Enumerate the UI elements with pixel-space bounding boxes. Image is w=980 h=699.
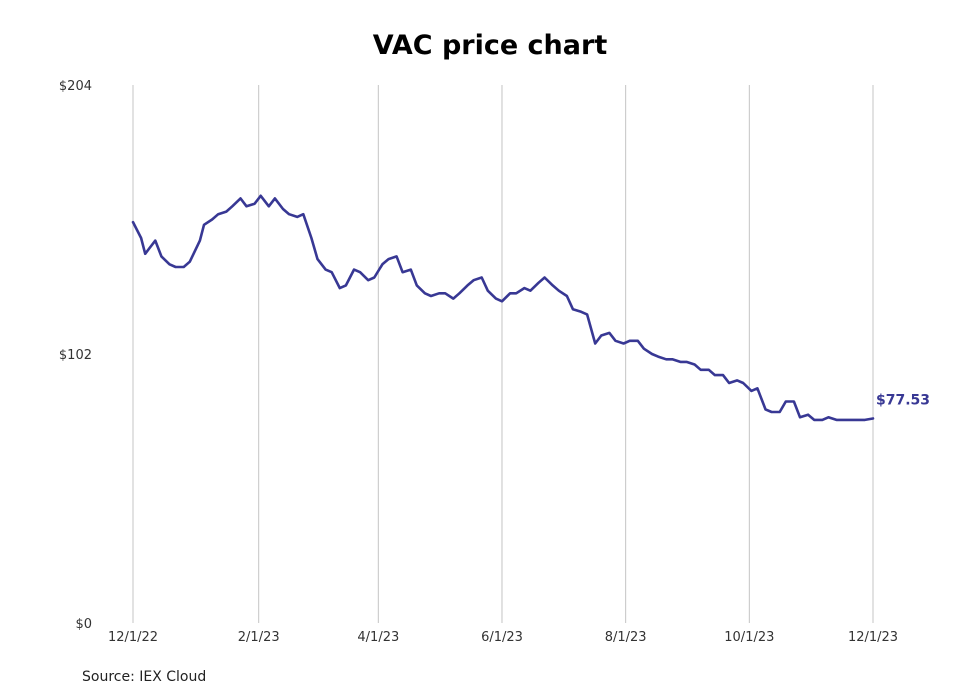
y-tick-label: $204 bbox=[59, 79, 92, 94]
x-tick-label: 2/1/23 bbox=[238, 630, 280, 645]
last-value-label: $77.53 bbox=[876, 393, 930, 409]
vertical-gridlines bbox=[132, 85, 874, 623]
x-tick-label: 10/1/23 bbox=[724, 630, 774, 645]
x-tick-label: 12/1/22 bbox=[108, 630, 158, 645]
price-line bbox=[131, 194, 875, 422]
chart-title: VAC price chart bbox=[372, 30, 608, 61]
price-series bbox=[131, 194, 875, 422]
y-axis-tick-labels: $0 $102 $204 bbox=[59, 79, 92, 632]
x-tick-label: 8/1/23 bbox=[605, 630, 647, 645]
x-tick-label: 6/1/23 bbox=[481, 630, 523, 645]
x-tick-label: 4/1/23 bbox=[357, 630, 399, 645]
y-tick-label: $0 bbox=[75, 617, 92, 632]
x-axis-tick-labels: 12/1/22 2/1/23 4/1/23 6/1/23 8/1/23 10/1/23 12… bbox=[108, 630, 898, 645]
source-note: Source: IEX Cloud bbox=[82, 669, 207, 685]
x-tick-label: 12/1/23 bbox=[848, 630, 898, 645]
y-tick-label: $102 bbox=[59, 348, 92, 363]
last-value-annotation: $77.53 bbox=[876, 393, 930, 409]
